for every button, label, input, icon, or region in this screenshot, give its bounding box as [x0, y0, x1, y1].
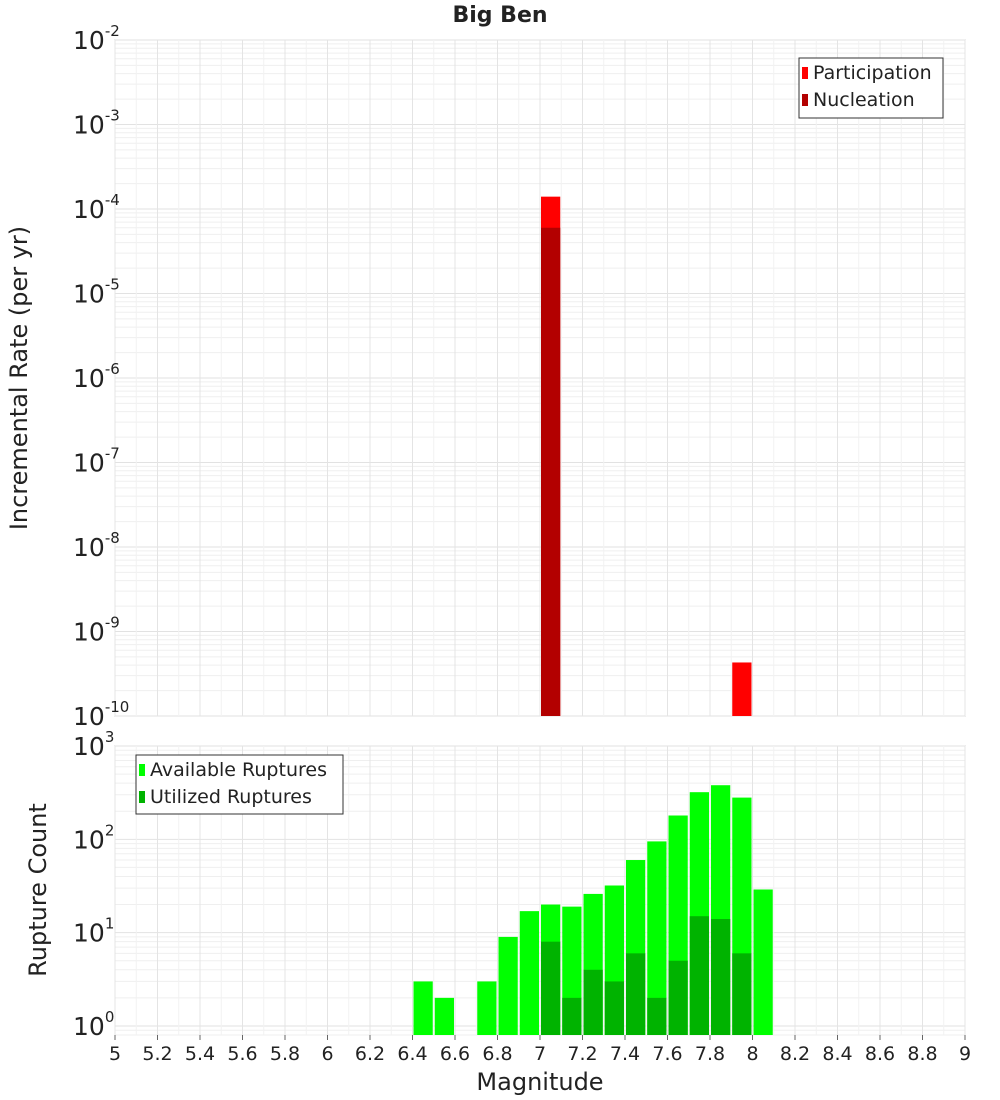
x-tick-label: 7: [534, 1043, 546, 1065]
bar: [604, 981, 624, 1035]
legend-box: [798, 57, 944, 119]
x-tick-label: 5.4: [185, 1043, 215, 1065]
y-tick-label: 10-2: [73, 22, 120, 55]
x-tick-label: 7.8: [695, 1043, 725, 1065]
magnitude-x-tick-labels: 5 5.2 5.4 5.6 5.8 6 6.2 6.4 6.6 6.8 7 7.2 7.4 7.6 7.8 8…: [109, 1035, 971, 1065]
magnitude-x-axis-label: Magnitude: [476, 1068, 603, 1096]
bar: [541, 941, 561, 1035]
x-tick-label: 8.6: [865, 1043, 895, 1065]
bar: [647, 841, 667, 1035]
bar: [732, 953, 752, 1035]
bar: [434, 997, 454, 1035]
bar: [647, 997, 667, 1035]
y-tick-label: 10-5: [73, 276, 120, 309]
x-tick-label: 7.2: [567, 1043, 597, 1065]
rate-legend: Participation Nucleation: [798, 57, 944, 119]
rupture-plot-grid: [114, 745, 966, 1036]
bar: [519, 911, 539, 1035]
y-tick-label: 10-10: [73, 698, 129, 731]
legend-box: [135, 754, 344, 815]
rate-plot-bars: [541, 196, 752, 717]
bar: [562, 997, 582, 1035]
x-tick-label: 7.4: [610, 1043, 640, 1065]
legend-label: Participation: [813, 62, 932, 84]
x-tick-label: 6.6: [440, 1043, 470, 1065]
chart-title: Big Ben: [452, 3, 547, 28]
legend-label: Utilized Ruptures: [150, 786, 312, 808]
y-tick-label: 10-9: [73, 614, 120, 647]
bar: [689, 916, 709, 1035]
y-tick-label: 10-3: [73, 107, 120, 140]
legend-swatch: [139, 791, 145, 803]
legend-swatch: [139, 764, 145, 776]
rate-plot-panel: 10-10 10-9 10-8 10-7 10-6 10-5 10-4 10-3 10-2 In…: [5, 22, 966, 731]
bar: [413, 981, 433, 1035]
rupture-y-axis-label: Rupture Count: [24, 803, 52, 977]
bar: [541, 227, 561, 716]
rate-y-tick-labels: 10-10 10-9 10-8 10-7 10-6 10-5 10-4 10-3 10-2: [73, 22, 129, 731]
y-tick-label: 10-6: [73, 360, 120, 393]
legend-swatch: [802, 67, 808, 79]
bar: [498, 936, 518, 1035]
legend-label: Nucleation: [813, 89, 915, 111]
y-tick-label: 10-7: [73, 445, 120, 478]
bar: [626, 953, 646, 1035]
y-tick-label: 10-4: [73, 191, 120, 224]
bar: [711, 919, 731, 1035]
x-tick-label: 6.8: [482, 1043, 512, 1065]
x-tick-label: 8: [746, 1043, 758, 1065]
rate-y-axis-label: Incremental Rate (per yr): [5, 226, 33, 530]
rate-plot-grid: [114, 39, 966, 717]
y-tick-label: 100: [73, 1008, 114, 1041]
x-tick-label: 5.2: [142, 1043, 172, 1065]
x-tick-label: 5: [109, 1043, 121, 1065]
bar: [477, 981, 497, 1035]
y-tick-label: 103: [73, 728, 114, 761]
bar: [732, 662, 752, 716]
x-tick-label: 7.6: [652, 1043, 682, 1065]
rupture-count-panel: 100 101 102 103 5 5.2 5.4 5.6 5.8 6 6.2 6.4 6.6 6.8 7…: [24, 728, 971, 1096]
legend-label: Available Ruptures: [150, 759, 327, 781]
x-tick-label: 6.2: [355, 1043, 385, 1065]
y-tick-label: 102: [73, 821, 114, 854]
rupture-legend: Available Ruptures Utilized Ruptures: [135, 754, 344, 815]
legend-swatch: [802, 94, 808, 106]
rupture-y-tick-labels: 100 101 102 103: [73, 728, 114, 1041]
bar: [583, 969, 603, 1035]
x-tick-label: 8.4: [822, 1043, 852, 1065]
x-tick-label: 8.2: [780, 1043, 810, 1065]
y-tick-label: 101: [73, 915, 114, 948]
x-tick-label: 8.8: [907, 1043, 937, 1065]
bar: [668, 960, 688, 1035]
y-tick-label: 10-8: [73, 529, 120, 562]
bar: [753, 889, 773, 1035]
x-tick-label: 6: [321, 1043, 333, 1065]
x-tick-label: 5.8: [270, 1043, 300, 1065]
x-tick-label: 9: [959, 1043, 971, 1065]
rupture-plot-bars: [413, 785, 773, 1035]
x-tick-label: 6.4: [397, 1043, 427, 1065]
x-tick-label: 5.6: [227, 1043, 257, 1065]
